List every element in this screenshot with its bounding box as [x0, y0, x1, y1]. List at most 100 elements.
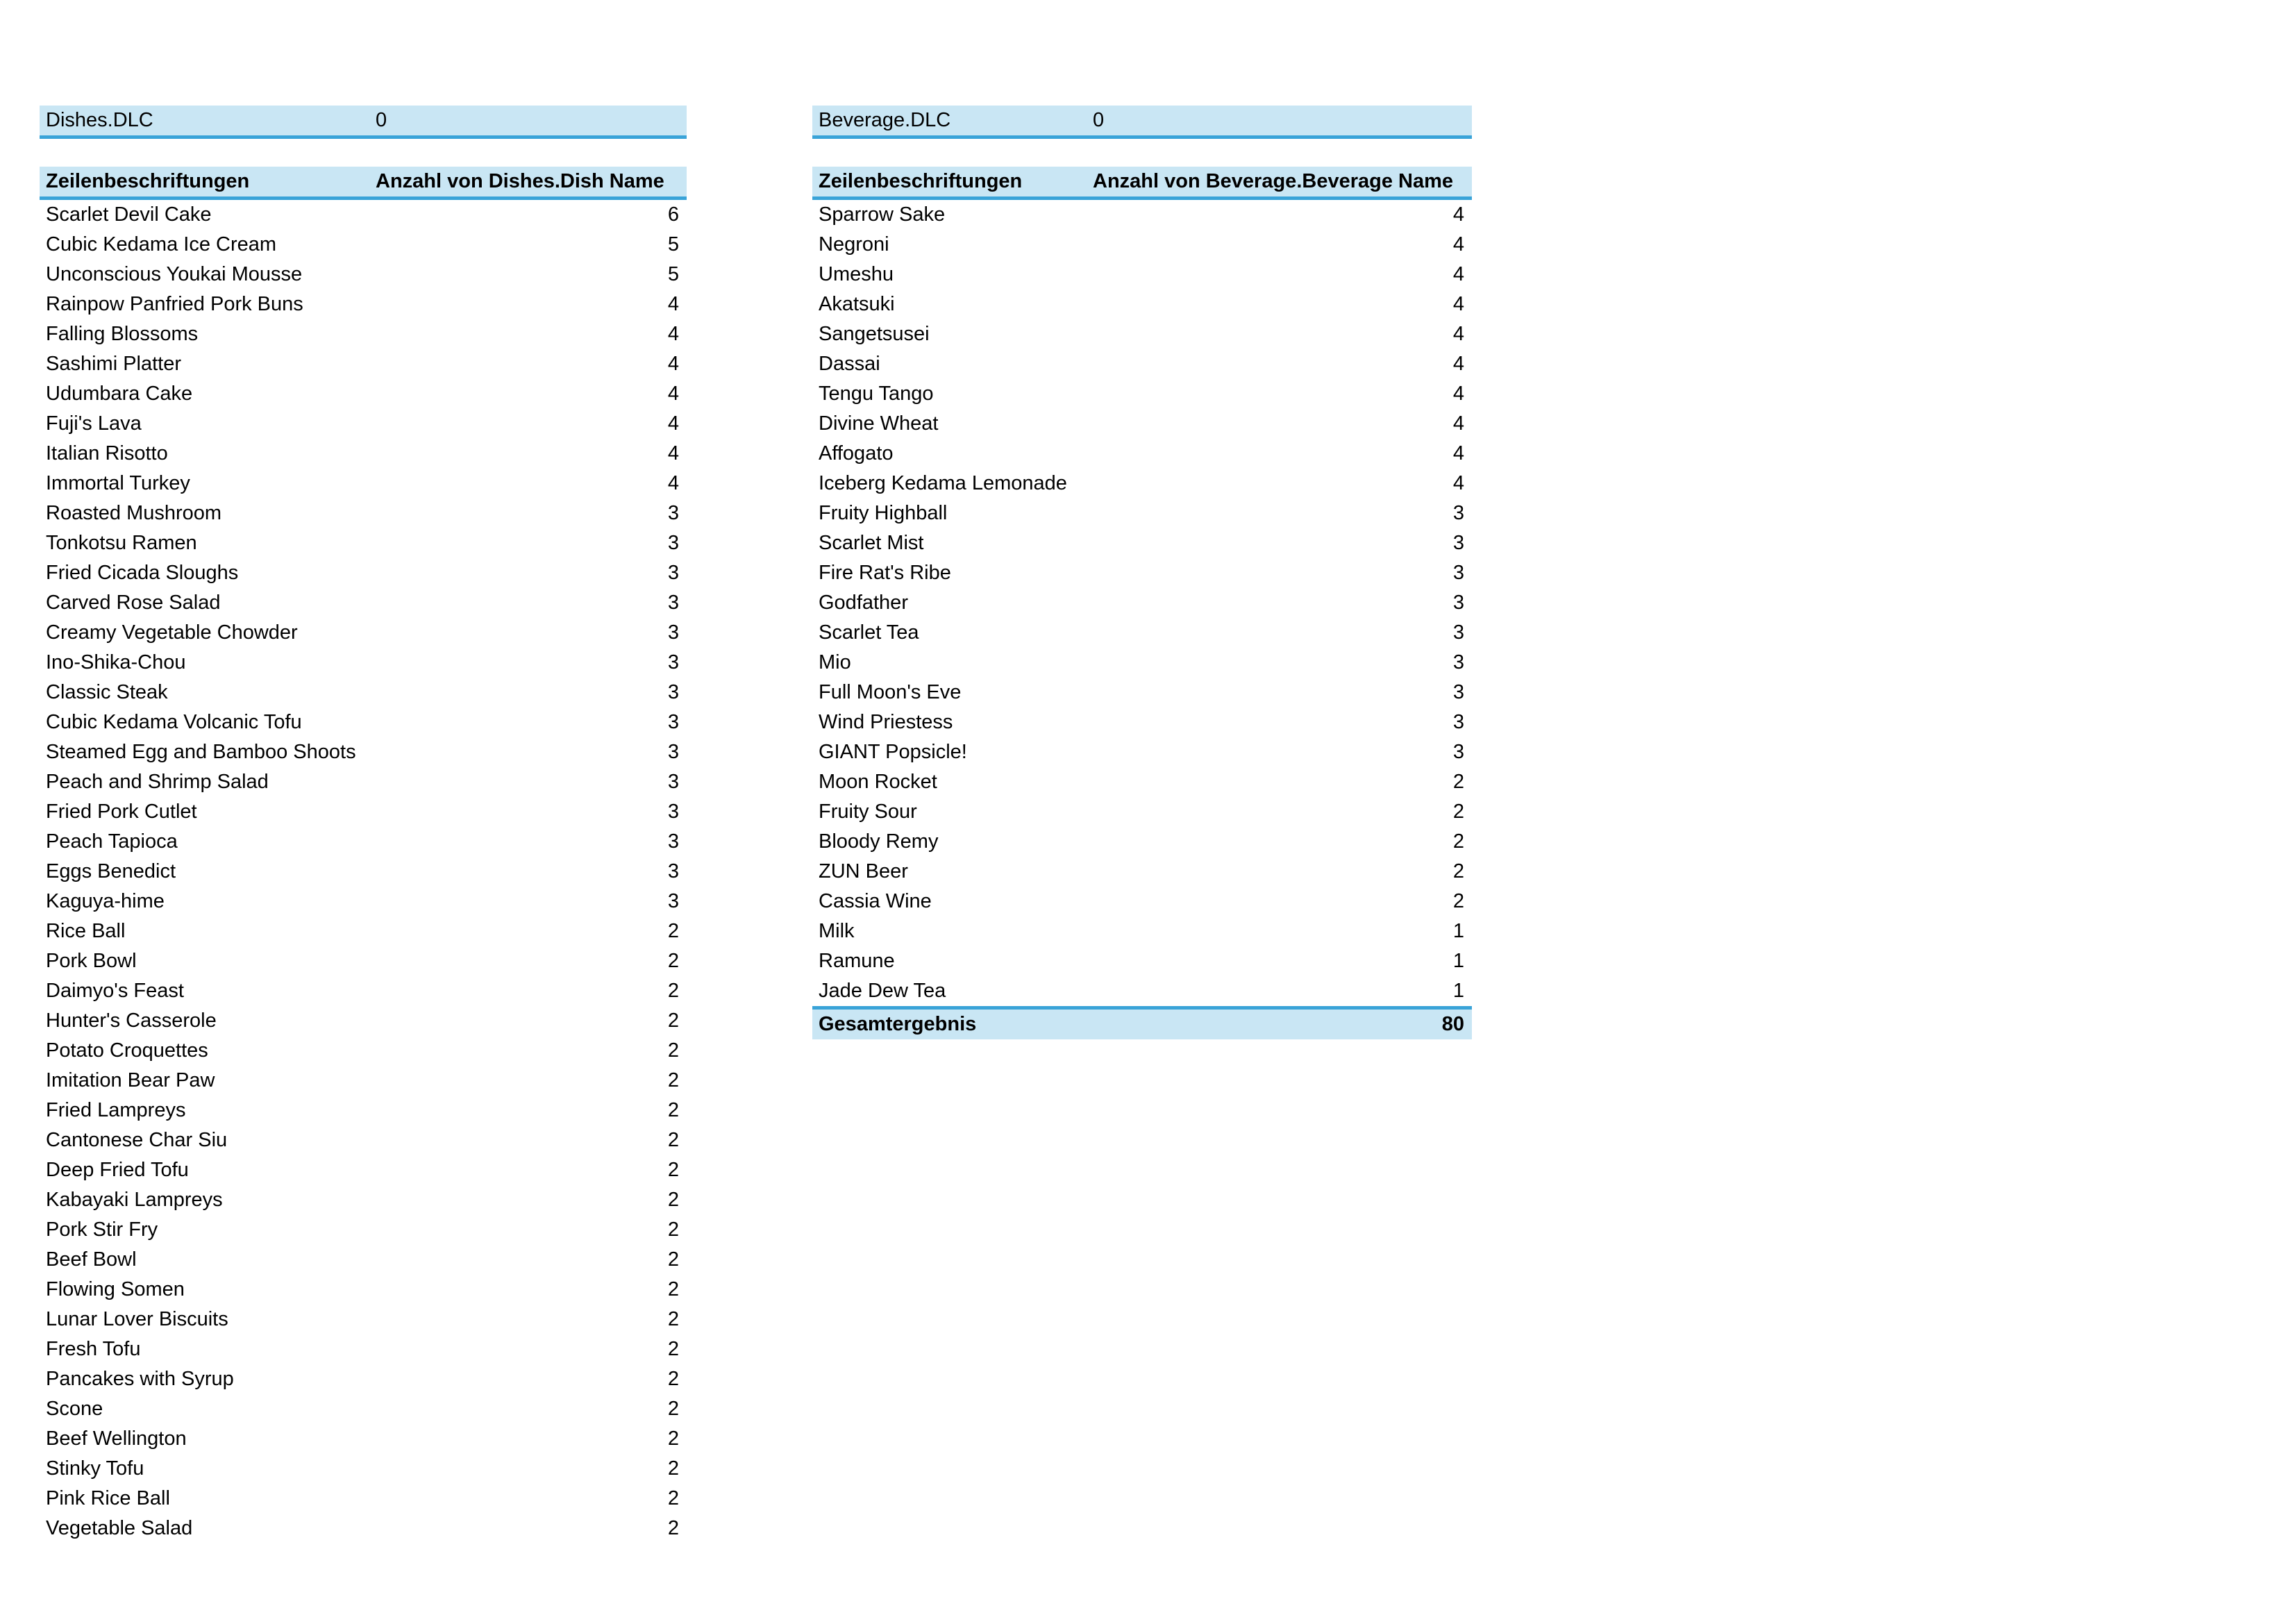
dish-count-cell[interactable]: 3 [667, 741, 679, 763]
beverage-name-cell[interactable]: Full Moon's Eve [819, 681, 962, 703]
beverage-name-cell[interactable]: Mio [819, 651, 851, 673]
dish-name-cell[interactable]: Lunar Lover Biscuits [46, 1308, 228, 1330]
beverage-count-cell[interactable]: 3 [1452, 562, 1464, 584]
dish-count-cell[interactable]: 3 [667, 890, 679, 912]
beverage-name-cell[interactable]: Sparrow Sake [819, 203, 946, 226]
dish-name-cell[interactable]: Beef Bowl [46, 1248, 137, 1271]
beverage-count-cell[interactable]: 4 [1452, 412, 1464, 435]
dish-count-cell[interactable]: 3 [667, 681, 679, 703]
beverage-count-cell[interactable]: 4 [1452, 383, 1464, 405]
dish-count-cell[interactable]: 3 [667, 651, 679, 673]
beverage-row-labels-header-cell[interactable]: Zeilenbeschriftungen [819, 170, 1023, 192]
dish-count-cell[interactable]: 5 [667, 263, 679, 285]
beverage-name-cell[interactable]: Scarlet Mist [819, 532, 924, 554]
beverage-count-cell[interactable]: 3 [1452, 502, 1464, 524]
dish-name-cell[interactable]: Daimyo's Feast [46, 980, 184, 1002]
beverage-count-cell[interactable]: 1 [1452, 980, 1464, 1002]
beverage-count-cell[interactable]: 1 [1452, 920, 1464, 942]
beverage-count-cell[interactable]: 4 [1452, 233, 1464, 256]
dish-count-cell[interactable]: 4 [667, 383, 679, 405]
dish-count-cell[interactable]: 2 [667, 1428, 679, 1450]
beverage-count-cell[interactable]: 4 [1452, 263, 1464, 285]
beverage-name-cell[interactable]: Jade Dew Tea [819, 980, 946, 1002]
dish-count-cell[interactable]: 2 [667, 1069, 679, 1091]
dish-count-cell[interactable]: 2 [667, 1219, 679, 1241]
dish-count-cell[interactable]: 4 [667, 353, 679, 375]
beverage-count-cell[interactable]: 3 [1452, 532, 1464, 554]
dish-name-cell[interactable]: Carved Rose Salad [46, 592, 221, 614]
dish-name-cell[interactable]: Classic Steak [46, 681, 168, 703]
dish-count-cell[interactable]: 3 [667, 711, 679, 733]
dish-count-cell[interactable]: 4 [667, 293, 679, 315]
beverage-name-cell[interactable]: Umeshu [819, 263, 894, 285]
dish-count-cell[interactable]: 3 [667, 830, 679, 853]
dish-name-cell[interactable]: Kabayaki Lampreys [46, 1189, 223, 1211]
dish-name-cell[interactable]: Falling Blossoms [46, 323, 199, 345]
dish-name-cell[interactable]: Cantonese Char Siu [46, 1129, 228, 1151]
dish-name-cell[interactable]: Rainpow Panfried Pork Buns [46, 293, 303, 315]
beverage-count-cell[interactable]: 3 [1452, 651, 1464, 673]
beverage-name-cell[interactable]: Ramune [819, 950, 895, 972]
beverage-count-cell[interactable]: 2 [1452, 830, 1464, 853]
dish-name-cell[interactable]: Flowing Somen [46, 1278, 185, 1300]
dish-name-cell[interactable]: Italian Risotto [46, 442, 168, 464]
dish-count-cell[interactable]: 2 [667, 1308, 679, 1330]
beverage-name-cell[interactable]: Affogato [819, 442, 894, 464]
dish-count-cell[interactable]: 3 [667, 562, 679, 584]
dish-name-cell[interactable]: Eggs Benedict [46, 860, 176, 882]
dish-count-cell[interactable]: 4 [667, 442, 679, 464]
dish-count-cell[interactable]: 4 [667, 412, 679, 435]
beverage-name-cell[interactable]: Akatsuki [819, 293, 895, 315]
dish-count-cell[interactable]: 2 [667, 1338, 679, 1360]
dish-name-cell[interactable]: Fried Cicada Sloughs [46, 562, 239, 584]
beverage-count-cell[interactable]: 3 [1452, 592, 1464, 614]
dish-count-cell[interactable]: 2 [667, 1517, 679, 1539]
beverage-name-cell[interactable]: Milk [819, 920, 855, 942]
dish-count-cell[interactable]: 3 [667, 771, 679, 793]
dish-count-cell[interactable]: 3 [667, 532, 679, 554]
dish-count-cell[interactable]: 2 [667, 1129, 679, 1151]
beverage-filter-value-cell[interactable]: 0 [1093, 109, 1105, 131]
beverage-name-cell[interactable]: Dassai [819, 353, 880, 375]
dish-count-cell[interactable]: 2 [667, 980, 679, 1002]
beverage-name-cell[interactable]: Fruity Sour [819, 801, 917, 823]
beverage-count-cell[interactable]: 4 [1452, 203, 1464, 226]
dish-count-cell[interactable]: 2 [667, 1010, 679, 1032]
dish-name-cell[interactable]: Steamed Egg and Bamboo Shoots [46, 741, 356, 763]
dish-name-cell[interactable]: Pink Rice Ball [46, 1487, 170, 1509]
beverage-name-cell[interactable]: Cassia Wine [819, 890, 932, 912]
beverage-count-cell[interactable]: 2 [1452, 771, 1464, 793]
dish-name-cell[interactable]: Hunter's Casserole [46, 1010, 217, 1032]
dish-count-cell[interactable]: 2 [667, 1457, 679, 1480]
dish-name-cell[interactable]: Ino-Shika-Chou [46, 651, 186, 673]
dish-name-cell[interactable]: Pork Stir Fry [46, 1219, 158, 1241]
dish-name-cell[interactable]: Vegetable Salad [46, 1517, 193, 1539]
beverage-name-cell[interactable]: Fire Rat's Ribe [819, 562, 951, 584]
dish-name-cell[interactable]: Pancakes with Syrup [46, 1368, 234, 1390]
dish-name-cell[interactable]: Imitation Bear Paw [46, 1069, 215, 1091]
dish-name-cell[interactable]: Fried Lampreys [46, 1099, 186, 1121]
dish-name-cell[interactable]: Fried Pork Cutlet [46, 801, 197, 823]
beverage-name-cell[interactable]: Negroni [819, 233, 889, 256]
beverage-count-cell[interactable]: 4 [1452, 353, 1464, 375]
beverage-name-cell[interactable]: Tengu Tango [819, 383, 934, 405]
grand-total-label-cell[interactable]: Gesamtergebnis [819, 1013, 977, 1035]
dishes-filter-field-cell[interactable]: Dishes.DLC [46, 109, 153, 131]
beverage-count-cell[interactable]: 4 [1452, 442, 1464, 464]
dish-name-cell[interactable]: Stinky Tofu [46, 1457, 144, 1480]
dish-name-cell[interactable]: Deep Fried Tofu [46, 1159, 189, 1181]
dish-count-cell[interactable]: 3 [667, 502, 679, 524]
beverage-count-cell[interactable]: 4 [1452, 293, 1464, 315]
dishes-row-labels-header-cell[interactable]: Zeilenbeschriftungen [46, 170, 250, 192]
dish-count-cell[interactable]: 2 [667, 1368, 679, 1390]
dish-count-cell[interactable]: 6 [667, 203, 679, 226]
dish-name-cell[interactable]: Fresh Tofu [46, 1338, 141, 1360]
beverage-count-header-cell[interactable]: Anzahl von Beverage.Beverage Name [1093, 170, 1453, 192]
dish-count-cell[interactable]: 2 [667, 1248, 679, 1271]
beverage-count-cell[interactable]: 4 [1452, 323, 1464, 345]
beverage-count-cell[interactable]: 2 [1452, 860, 1464, 882]
dish-name-cell[interactable]: Roasted Mushroom [46, 502, 222, 524]
beverage-name-cell[interactable]: Fruity Highball [819, 502, 948, 524]
dish-count-cell[interactable]: 4 [667, 323, 679, 345]
dish-name-cell[interactable]: Beef Wellington [46, 1428, 187, 1450]
